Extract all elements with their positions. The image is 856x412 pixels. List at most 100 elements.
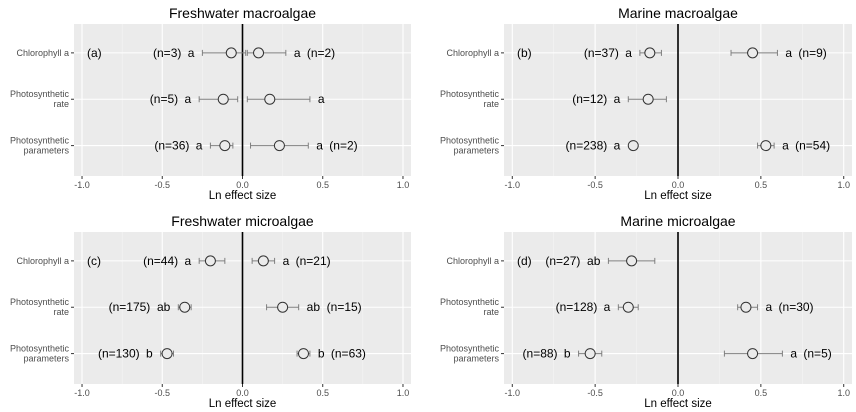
- significance-letter: a: [782, 139, 789, 153]
- significance-letter: a: [318, 92, 325, 106]
- y-category-label: Photosynthetic: [10, 297, 70, 307]
- data-point: [253, 47, 265, 59]
- y-category-label: rate: [483, 99, 499, 109]
- significance-letter: a: [196, 139, 203, 153]
- data-point-group: ab (n=15): [266, 300, 362, 314]
- x-tick-label: 1.0: [397, 180, 410, 190]
- data-point: [627, 140, 639, 152]
- data-point: [161, 348, 173, 360]
- y-category-label: rate: [53, 307, 69, 317]
- significance-letter: ab: [307, 300, 321, 314]
- significance-letter: a: [790, 347, 797, 361]
- data-point-group: a (n=21): [251, 254, 331, 268]
- data-point: [626, 255, 638, 267]
- significance-letter: a: [184, 254, 191, 268]
- x-tick-label: 1.0: [837, 388, 850, 398]
- data-point: [584, 348, 596, 360]
- y-category-label: parameters: [453, 146, 499, 156]
- data-point: [760, 140, 772, 152]
- data-point: [217, 93, 229, 105]
- significance-letter: a: [766, 300, 773, 314]
- data-point: [747, 348, 759, 360]
- data-point-group: b (n=63): [296, 347, 366, 361]
- panel-label: (a): [87, 46, 102, 60]
- sample-size-label: (n=30): [779, 300, 814, 314]
- data-point-group: a (n=9): [730, 46, 827, 60]
- y-category-label: parameters: [23, 146, 69, 156]
- sample-size-label: (n=3): [153, 46, 181, 60]
- x-tick-label: -0.5: [587, 388, 603, 398]
- y-category-label: rate: [53, 99, 69, 109]
- panel-title: Marine microalgae: [620, 213, 735, 229]
- sample-size-label: (n=63): [331, 347, 366, 361]
- x-axis-label: Ln effect size: [644, 398, 712, 407]
- sample-size-label: (n=2): [307, 46, 335, 60]
- x-tick-label: -1.0: [505, 388, 521, 398]
- x-tick-label: 0.0: [672, 388, 685, 398]
- x-axis-label: Ln effect size: [209, 190, 277, 202]
- x-tick-label: 0.0: [236, 180, 249, 190]
- significance-letter: a: [184, 92, 191, 106]
- significance-letter: a: [316, 139, 323, 153]
- sample-size-label: (n=9): [798, 46, 826, 60]
- sample-size-label: (n=15): [327, 300, 362, 314]
- significance-letter: b: [318, 347, 325, 361]
- data-point-group: a (n=5): [723, 347, 832, 361]
- panel-title: Freshwater macroalgae: [169, 5, 316, 21]
- data-point-group: a (n=54): [757, 139, 830, 153]
- data-point-group: a (n=2): [250, 139, 358, 153]
- sample-size-label: (n=5): [150, 92, 178, 106]
- data-point-group: a (n=238): [566, 139, 639, 153]
- sample-size-label: (n=21): [296, 254, 331, 268]
- sample-size-label: (n=88): [523, 347, 558, 361]
- significance-letter: a: [614, 139, 621, 153]
- significance-letter: a: [614, 92, 621, 106]
- data-point-group: a (n=128): [556, 300, 639, 314]
- y-category-label: Photosynthetic: [440, 136, 500, 146]
- data-point: [257, 255, 269, 267]
- x-tick-label: 0.5: [316, 180, 329, 190]
- data-point: [179, 301, 191, 313]
- data-point-group: a (n=36): [154, 139, 234, 153]
- x-tick-label: -0.5: [587, 180, 603, 190]
- data-point-group: a: [246, 92, 325, 106]
- data-point: [747, 47, 759, 59]
- y-category-label: Photosynthetic: [10, 136, 70, 146]
- significance-letter: b: [564, 347, 571, 361]
- sample-size-label: (n=27): [545, 254, 580, 268]
- sample-size-label: (n=128): [556, 300, 598, 314]
- data-point-group: a (n=12): [572, 92, 667, 106]
- y-category-label: Photosynthetic: [440, 297, 500, 307]
- data-point: [297, 348, 309, 360]
- significance-letter: a: [294, 46, 301, 60]
- x-axis-label: Ln effect size: [644, 190, 712, 202]
- data-point-group: ab (n=175): [109, 300, 192, 314]
- significance-letter: a: [785, 46, 792, 60]
- significance-letter: a: [604, 300, 611, 314]
- sample-size-label: (n=36): [154, 139, 189, 153]
- sample-size-label: (n=5): [803, 347, 831, 361]
- panel-label: (d): [517, 254, 532, 268]
- sample-size-label: (n=12): [572, 92, 607, 106]
- data-point-group: a (n=30): [737, 300, 814, 314]
- x-tick-label: -0.5: [155, 388, 171, 398]
- significance-letter: a: [625, 46, 632, 60]
- data-point-group: a (n=5): [150, 92, 239, 106]
- y-category-label: Photosynthetic: [440, 344, 500, 354]
- data-point-group: a (n=44): [143, 254, 226, 268]
- y-category-label: parameters: [23, 354, 69, 364]
- panel-title: Freshwater microalgae: [171, 213, 314, 229]
- sample-size-label: (n=44): [143, 254, 178, 268]
- panel-4: Marine microalgae (d) Chlorophyll a Photosy…: [440, 213, 852, 410]
- x-tick-label: -1.0: [505, 180, 521, 190]
- data-point-group: b (n=130): [98, 347, 174, 361]
- data-point-group: ab (n=27): [545, 254, 656, 268]
- data-point-group: b (n=88): [523, 347, 603, 361]
- significance-letter: ab: [157, 300, 171, 314]
- panel-label: (c): [87, 254, 101, 268]
- data-point: [740, 301, 752, 313]
- panel-3: Freshwater microalgae (c) Chlorophyll a Pho…: [10, 213, 411, 410]
- x-tick-label: 0.0: [672, 180, 685, 190]
